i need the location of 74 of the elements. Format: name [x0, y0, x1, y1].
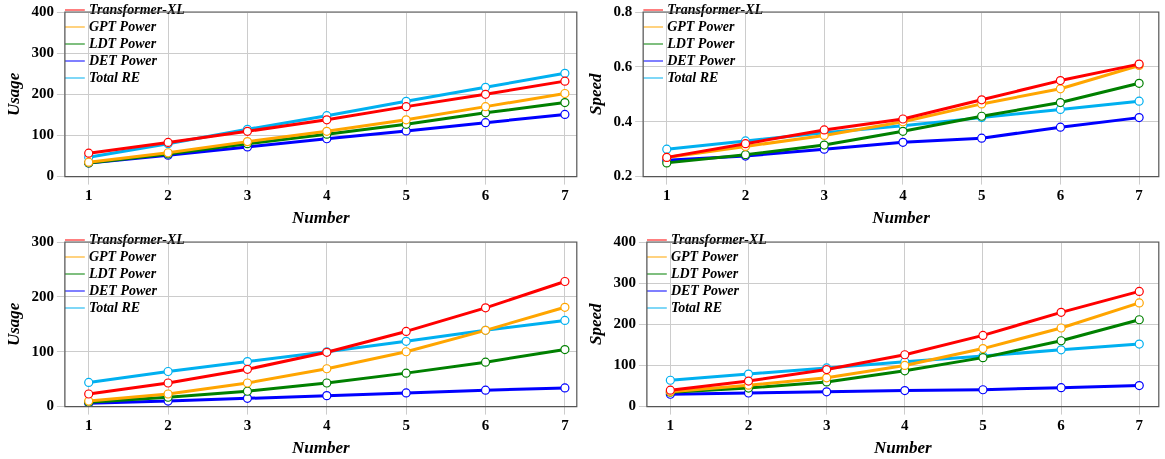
y-tick-label: 100: [31, 126, 54, 143]
legend-label: LDT Power: [669, 265, 739, 281]
x-tick-label: 6: [1056, 187, 1065, 204]
legend-label: Transformer-XL: [88, 231, 185, 247]
y-tick-label: 0: [628, 397, 636, 414]
x-tick-label: 6: [481, 187, 490, 204]
legend-label: LDT Power: [666, 35, 735, 51]
legend-label: DET Power: [666, 52, 736, 68]
y-tick-label: 0.4: [613, 112, 633, 129]
x-tick-label: 4: [899, 187, 908, 204]
x-tick-label: 3: [243, 417, 252, 434]
y-axis-title: Speed: [585, 303, 605, 346]
x-tick-label: 4: [901, 417, 910, 434]
x-tick-label: 7: [561, 417, 570, 434]
x-tick-label: 6: [1057, 417, 1066, 434]
legend-label: Transformer-XL: [88, 1, 185, 17]
legend-label: DET Power: [669, 282, 740, 298]
y-tick-label: 100: [31, 342, 54, 359]
x-tick-label: 1: [666, 417, 675, 434]
x-axis-title: Number: [873, 438, 933, 458]
y-tick-label: 200: [613, 315, 636, 332]
y-tick-label: 300: [31, 44, 54, 61]
x-axis-title: Number: [291, 438, 351, 458]
legend-label: Transformer-XL: [667, 1, 764, 17]
y-tick-label: 200: [31, 287, 54, 304]
x-tick-label: 5: [402, 417, 410, 434]
y-tick-label: 0: [46, 397, 54, 414]
x-tick-label: 1: [84, 417, 93, 434]
y-axis-title: Speed: [585, 73, 605, 116]
legend-label: GPT Power: [670, 248, 739, 264]
legend-label: Total RE: [88, 69, 141, 85]
legend-label: LDT Power: [87, 265, 157, 281]
y-axis-title: Usage: [3, 302, 23, 347]
y-tick-label: 0: [46, 167, 54, 184]
y-tick-label: 0.2: [613, 167, 633, 184]
y-tick-label: 300: [31, 232, 54, 249]
x-tick-label: 5: [402, 187, 410, 204]
x-tick-label: 4: [323, 417, 332, 434]
legend-label: DET Power: [87, 282, 158, 298]
x-tick-label: 2: [164, 187, 172, 204]
legend-label: Total RE: [667, 69, 719, 85]
legend-label: GPT Power: [88, 18, 157, 34]
x-tick-label: 1: [84, 187, 93, 204]
y-tick-label: 400: [613, 232, 636, 249]
x-tick-label: 3: [822, 417, 831, 434]
legend-label: Total RE: [88, 299, 141, 315]
legend-label: GPT Power: [667, 18, 735, 34]
y-tick-label: 0.8: [613, 2, 633, 19]
x-tick-label: 4: [323, 187, 332, 204]
y-tick-label: 0.6: [613, 57, 633, 74]
legend-label: LDT Power: [87, 35, 157, 51]
x-tick-label: 2: [164, 417, 172, 434]
y-tick-label: 400: [31, 2, 54, 19]
x-tick-label: 2: [741, 187, 750, 204]
y-tick-label: 100: [613, 356, 636, 373]
x-tick-label: 2: [744, 417, 753, 434]
x-axis-title: Number: [871, 208, 931, 228]
x-tick-label: 1: [663, 187, 671, 204]
y-tick-label: 200: [31, 85, 54, 102]
x-tick-label: 7: [1135, 187, 1144, 204]
y-tick-label: 300: [613, 274, 636, 291]
legend-label: GPT Power: [88, 248, 157, 264]
x-tick-label: 7: [1135, 417, 1144, 434]
y-axis-title: Usage: [3, 72, 23, 117]
legend-label: DET Power: [87, 52, 158, 68]
legend-label: Transformer-XL: [670, 231, 767, 247]
x-tick-label: 5: [977, 187, 986, 204]
x-tick-label: 3: [820, 187, 828, 204]
x-tick-label: 5: [979, 417, 987, 434]
x-tick-label: 7: [561, 187, 570, 204]
x-axis-title: Number: [291, 208, 351, 228]
legend-label: Total RE: [670, 299, 723, 315]
x-tick-label: 3: [243, 187, 252, 204]
x-tick-label: 6: [481, 417, 490, 434]
